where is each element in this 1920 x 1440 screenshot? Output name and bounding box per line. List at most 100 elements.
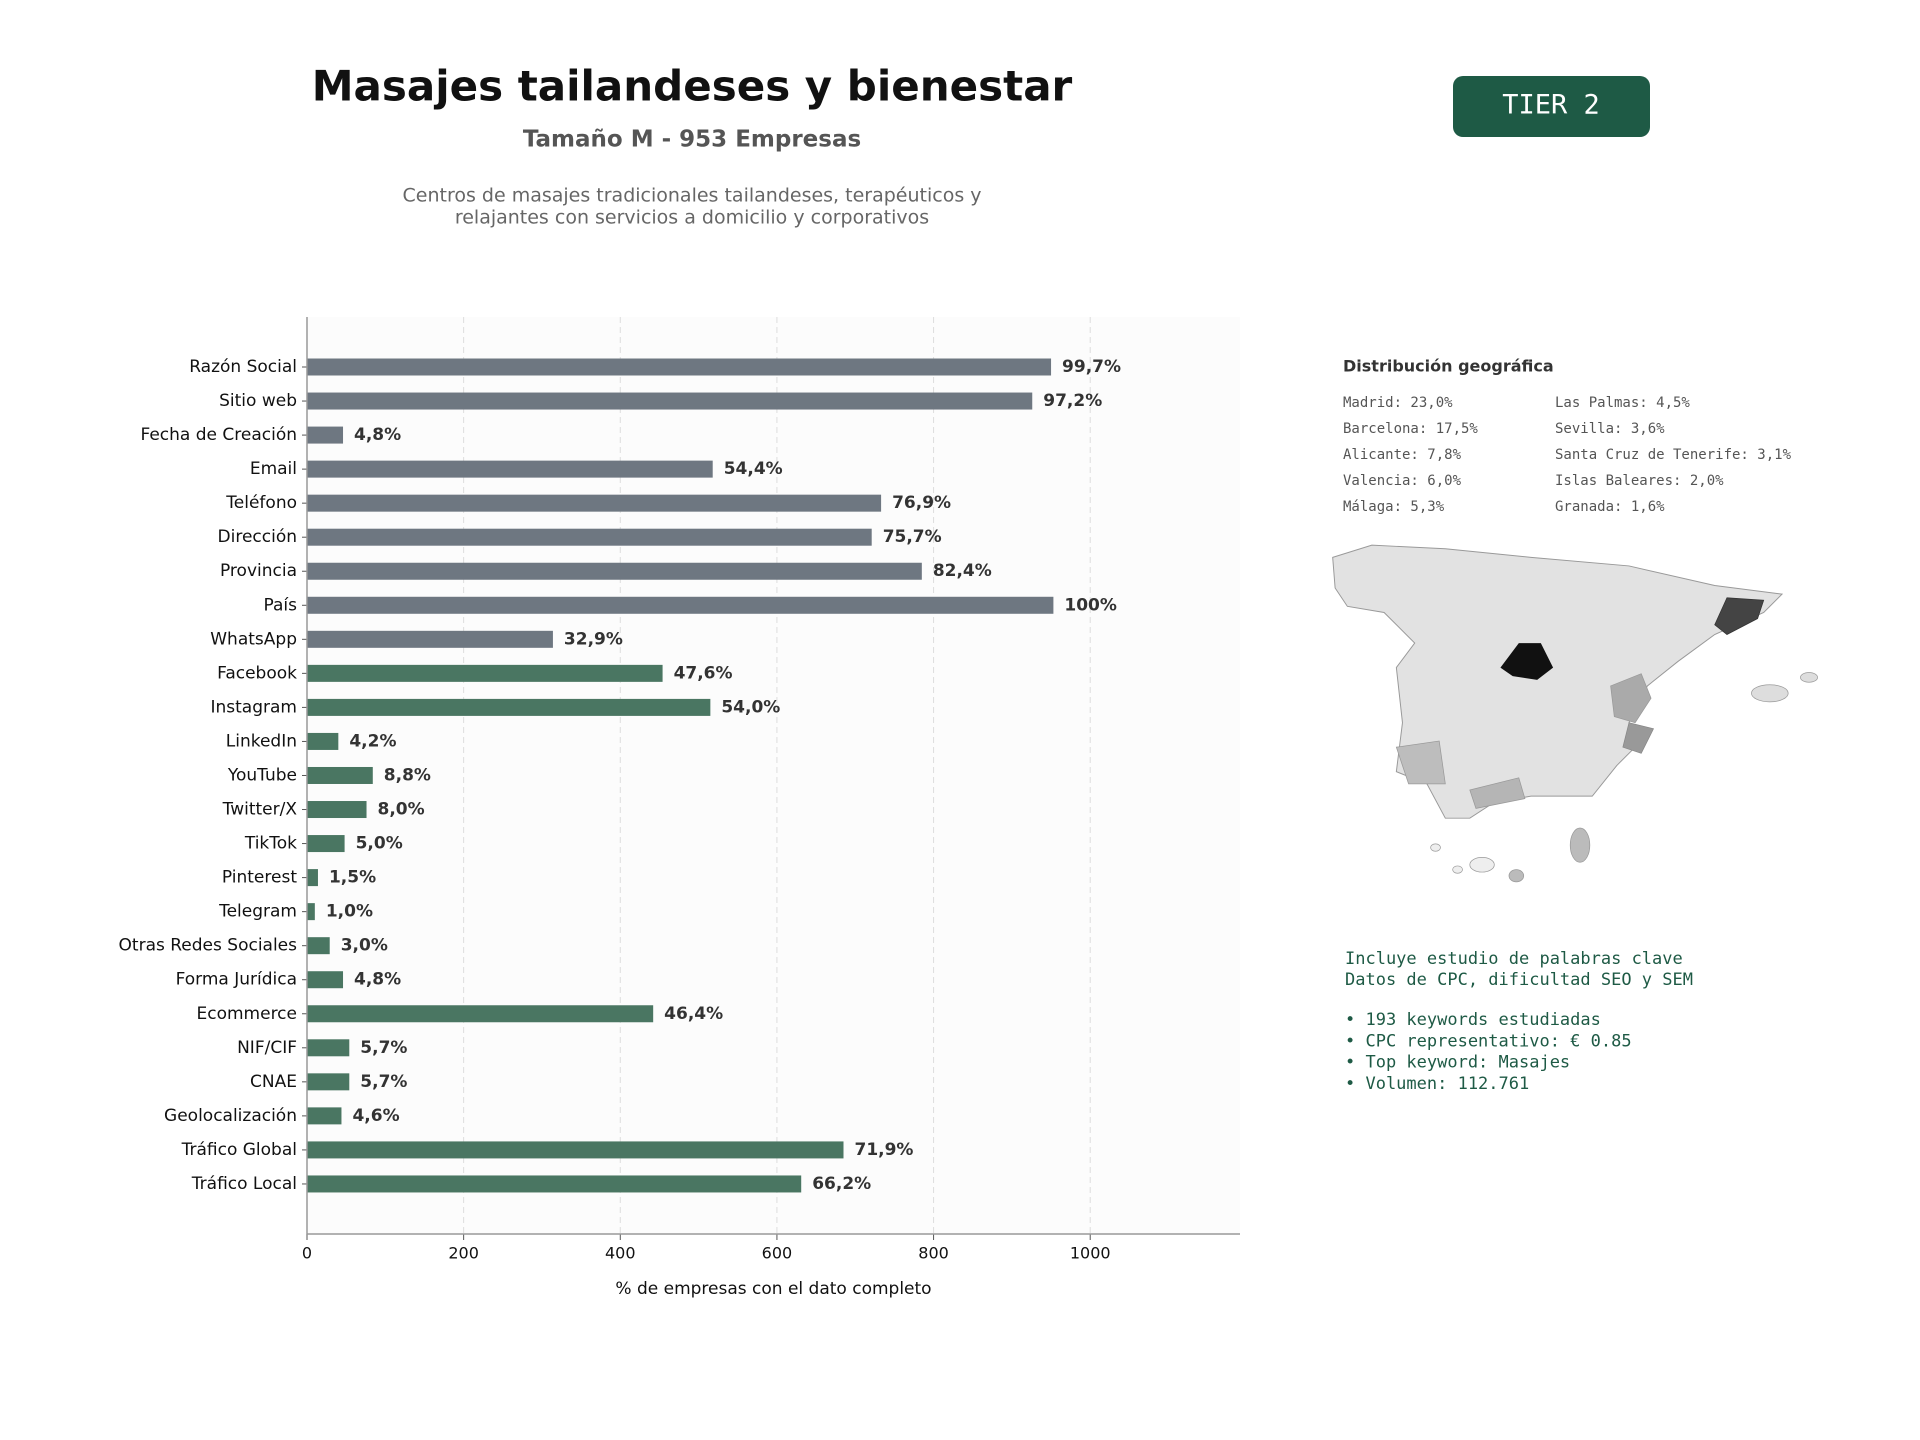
geo-item: Valencia: 6,0% xyxy=(1343,473,1462,489)
bar xyxy=(307,1039,350,1057)
value-label: 4,6% xyxy=(352,1106,399,1126)
value-label: 5,7% xyxy=(360,1038,407,1058)
x-tick-label: 200 xyxy=(448,1244,479,1263)
y-tick-label: YouTube xyxy=(227,765,297,785)
y-tick-label: Ecommerce xyxy=(197,1004,298,1024)
bar xyxy=(307,937,330,955)
bar xyxy=(307,766,373,784)
peninsula xyxy=(1332,544,1784,819)
geo-item: Las Palmas: 4,5% xyxy=(1555,395,1690,411)
bar xyxy=(307,596,1054,614)
tier-badge-text: TIER 2 xyxy=(1502,90,1600,121)
value-label: 54,0% xyxy=(721,697,780,717)
y-tick-label: Pinterest xyxy=(222,868,297,888)
value-label: 4,8% xyxy=(354,970,401,990)
canarias xyxy=(1430,843,1441,852)
y-tick-label: Facebook xyxy=(217,663,297,683)
value-label: 97,2% xyxy=(1043,391,1102,411)
x-axis-label: % de empresas con el dato completo xyxy=(615,1279,931,1299)
y-tick-label: Fecha de Creación xyxy=(140,425,297,445)
value-label: 4,2% xyxy=(349,731,396,751)
y-tick-label: Email xyxy=(250,459,297,479)
bar xyxy=(307,732,339,750)
bar xyxy=(307,1073,350,1091)
title: Masajes tailandeses y bienestar xyxy=(312,62,1073,111)
value-label: 8,8% xyxy=(384,765,431,785)
keyword-bullet: • Top keyword: Masajes xyxy=(1345,1053,1570,1073)
y-tick-label: Teléfono xyxy=(225,493,297,513)
value-label: 8,0% xyxy=(378,800,425,820)
y-tick-label: Tráfico Global xyxy=(181,1140,297,1160)
geo-list: Madrid: 23,0% Barcelona: 17,5% Alicante: 7… xyxy=(1343,395,1792,515)
y-tick-label: Telegram xyxy=(218,902,297,922)
value-label: 1,5% xyxy=(329,868,376,888)
bar xyxy=(307,1005,654,1023)
bar xyxy=(307,698,711,716)
x-tick-label: 600 xyxy=(762,1244,793,1263)
y-tick-label: Tráfico Local xyxy=(191,1174,297,1194)
bar xyxy=(307,1175,802,1193)
y-tick-label: Dirección xyxy=(218,527,297,547)
x-tick-label: 1000 xyxy=(1070,1244,1111,1263)
value-label: 32,9% xyxy=(564,629,623,649)
y-tick-label: Sitio web xyxy=(219,391,297,411)
bar xyxy=(307,1107,342,1125)
value-label: 5,7% xyxy=(360,1072,407,1092)
keyword-intro: Datos de CPC, dificultad SEO y SEM xyxy=(1345,970,1693,990)
region-madrid xyxy=(1500,643,1554,680)
y-tick-label: Geolocalización xyxy=(164,1106,297,1126)
y-tick-label: Instagram xyxy=(211,697,298,717)
value-label: 5,0% xyxy=(356,834,403,854)
value-label: 100% xyxy=(1064,595,1117,615)
region-alicante xyxy=(1622,722,1655,754)
bar xyxy=(307,801,367,819)
baleares xyxy=(1751,684,1789,703)
y-tick-label: CNAE xyxy=(250,1072,297,1092)
value-label: 47,6% xyxy=(674,663,733,683)
y-tick-label: WhatsApp xyxy=(210,629,297,649)
keyword-bullet: • CPC representativo: € 0.85 xyxy=(1345,1031,1632,1051)
value-label: 82,4% xyxy=(933,561,992,581)
description: relajantes con servicios a domicilio y c… xyxy=(455,207,929,229)
value-label: 4,8% xyxy=(354,425,401,445)
y-tick-label: TikTok xyxy=(244,834,297,854)
bar xyxy=(307,1141,844,1159)
region-valencia xyxy=(1610,673,1652,724)
bar xyxy=(307,630,553,648)
canarias xyxy=(1452,865,1463,874)
value-label: 76,9% xyxy=(892,493,951,513)
canarias xyxy=(1508,869,1525,883)
geo-item: Alicante: 7,8% xyxy=(1343,447,1462,463)
keyword-bullet: • 193 keywords estudiadas xyxy=(1345,1010,1601,1030)
bar xyxy=(307,971,344,989)
bar xyxy=(307,664,663,682)
region-sevilla xyxy=(1395,740,1446,785)
value-label: 46,4% xyxy=(664,1004,723,1024)
x-tick-label: 0 xyxy=(302,1244,312,1263)
keyword-intro: Incluye estudio de palabras clave xyxy=(1345,949,1683,969)
bar xyxy=(307,869,318,887)
value-label: 71,9% xyxy=(854,1140,913,1160)
bar xyxy=(307,835,345,853)
geo-item: Málaga: 5,3% xyxy=(1343,499,1445,515)
bar xyxy=(307,562,922,580)
bar xyxy=(307,494,882,512)
geo-item: Granada: 1,6% xyxy=(1555,499,1665,515)
y-tick-label: País xyxy=(264,595,298,615)
y-tick-label: Forma Jurídica xyxy=(176,970,297,990)
y-tick-label: Provincia xyxy=(220,561,297,581)
keyword-bullet: • Volumen: 112.761 xyxy=(1345,1074,1529,1094)
bar xyxy=(307,903,315,921)
y-tick-label: LinkedIn xyxy=(226,731,297,751)
value-label: 3,0% xyxy=(341,936,388,956)
baleares xyxy=(1800,672,1818,683)
geo-item: Santa Cruz de Tenerife: 3,1% xyxy=(1555,447,1792,463)
bar xyxy=(307,358,1052,376)
x-tick-label: 800 xyxy=(918,1244,949,1263)
geo-item: Madrid: 23,0% xyxy=(1343,395,1453,411)
y-tick-label: Razón Social xyxy=(189,357,297,377)
value-label: 75,7% xyxy=(883,527,942,547)
bar xyxy=(307,392,1033,410)
